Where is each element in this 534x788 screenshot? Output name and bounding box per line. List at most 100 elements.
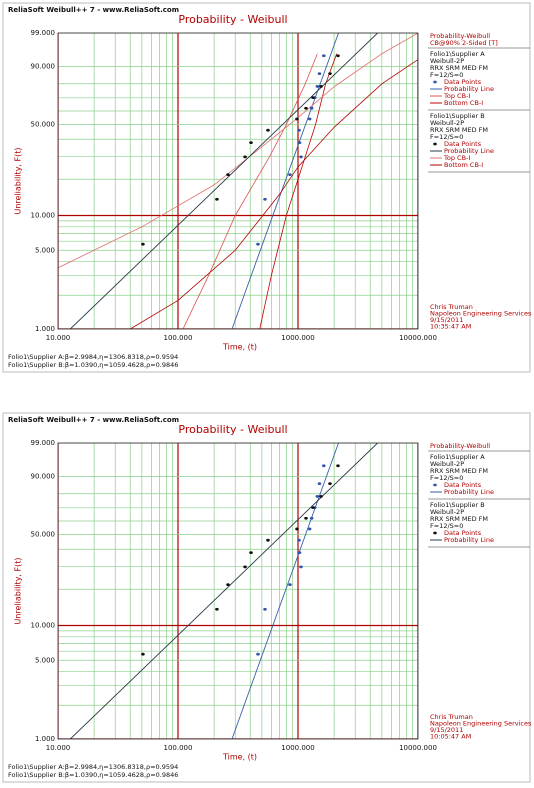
data-point	[336, 464, 340, 468]
y-tick-label: 10.000	[31, 211, 56, 219]
plot-area	[58, 33, 418, 329]
footer: Folio1\Supplier A:β=2.9984,η=1306.8318,ρ…	[8, 763, 178, 771]
legend-text: Top CB-I	[443, 154, 470, 162]
probability-line	[69, 443, 378, 739]
legend-text: Weibull-2P	[430, 119, 464, 127]
y-tick-label: 90.000	[31, 472, 56, 480]
signature: 10:05:47 AM	[430, 733, 471, 741]
legend-text: RRX SRM MED FM	[430, 515, 488, 523]
x-axis-label: Time, (t)	[222, 343, 257, 352]
legend-text: F=12/S=0	[430, 71, 463, 79]
y-tick-label: 99.000	[31, 29, 56, 37]
signature: Chris Truman	[430, 713, 473, 721]
data-point	[141, 652, 145, 656]
header: ReliaSoft Weibull++ 7 - www.ReliaSoft.co…	[8, 6, 179, 14]
data-point	[315, 495, 320, 498]
legend-subtitle: CB@90% 2-Sided [T]	[430, 39, 498, 47]
x-tick-label: 10000.000	[399, 334, 437, 342]
y-tick-label: 50.000	[31, 120, 56, 128]
data-point	[307, 117, 312, 121]
x-tick-label: 1000.000	[281, 334, 314, 342]
plot-frame	[57, 32, 419, 330]
data-point	[311, 506, 315, 509]
data-point	[263, 607, 267, 611]
signature: 9/15/2011	[430, 316, 463, 324]
signature: 10:35:47 AM	[430, 323, 471, 331]
data-point	[328, 482, 332, 486]
y-axis-label: Unreliability, F(t)	[14, 148, 23, 215]
panel-border	[2, 412, 531, 783]
data-point	[266, 128, 270, 132]
data-point	[304, 516, 308, 520]
x-tick-label: 10.000	[46, 744, 71, 752]
legend-text: F=12/S=0	[430, 133, 463, 141]
data-point	[297, 551, 302, 554]
legend-text: Folio1\Supplier B	[430, 501, 485, 509]
legend-title: Probability-Weibull	[430, 32, 490, 40]
data-point	[297, 141, 302, 144]
data-point	[328, 72, 332, 76]
legend-text: Probability Line	[444, 147, 494, 155]
legend-marker	[433, 531, 437, 535]
data-point	[288, 583, 292, 587]
probability-line	[231, 443, 339, 739]
y-axis-label: Unreliability, F(t)	[14, 558, 23, 625]
x-tick-label: 100.000	[164, 744, 193, 752]
plot-frame	[57, 442, 419, 740]
legend-text: Weibull-2P	[430, 460, 464, 468]
legend-marker	[433, 80, 437, 84]
data-point	[288, 173, 292, 177]
legend-text: Data Points	[444, 140, 482, 148]
legend-text: Weibull-2P	[430, 57, 464, 65]
probability-line	[69, 33, 378, 329]
data-point	[295, 527, 299, 531]
data-point	[226, 583, 230, 587]
legend-title: Probability-Weibull	[430, 442, 490, 450]
y-tick-label: 90.000	[31, 62, 56, 70]
legend-text: Weibull-2P	[430, 508, 464, 516]
legend-text: Folio1\Supplier B	[430, 112, 485, 120]
legend-text: F=12/S=0	[430, 522, 463, 530]
x-tick-label: 10.000	[46, 334, 71, 342]
confidence-bound	[182, 53, 318, 329]
legend-text: Probability Line	[444, 536, 494, 544]
legend-text: Bottom CB-I	[444, 161, 483, 169]
chart-title: Probability - Weibull	[178, 423, 287, 436]
legend-text: Data Points	[444, 481, 482, 489]
data-point	[215, 607, 219, 611]
data-point	[319, 85, 323, 88]
y-tick-label: 10.000	[31, 621, 56, 629]
data-point	[321, 464, 326, 468]
data-point	[299, 155, 303, 159]
data-point	[141, 242, 145, 246]
y-tick-label: 50.000	[31, 530, 56, 538]
legend-text: Data Points	[444, 78, 482, 86]
panel-border	[2, 2, 531, 373]
header: ReliaSoft Weibull++ 7 - www.ReliaSoft.co…	[8, 416, 179, 424]
data-point	[249, 551, 253, 554]
data-point	[319, 495, 323, 498]
data-point	[315, 85, 320, 88]
y-tick-label: 1.000	[35, 735, 55, 743]
signature: 9/15/2011	[430, 726, 463, 734]
data-point	[249, 141, 253, 144]
data-point	[336, 54, 340, 58]
legend-text: Folio1\Supplier A	[430, 50, 485, 58]
data-point	[311, 96, 315, 99]
data-point	[299, 565, 303, 569]
data-point	[263, 197, 267, 201]
x-tick-label: 10000.000	[399, 744, 437, 752]
legend-text: Data Points	[444, 529, 482, 537]
signature: Napoleon Engineering Services	[430, 720, 532, 728]
data-point	[243, 155, 247, 159]
probability-line	[231, 33, 339, 329]
data-point	[295, 117, 299, 121]
legend-text: RRX SRM MED FM	[430, 126, 488, 134]
data-point	[256, 242, 260, 246]
legend-text: RRX SRM MED FM	[430, 64, 488, 72]
legend-marker	[433, 142, 437, 146]
legend-marker	[433, 483, 437, 487]
legend-text: RRX SRM MED FM	[430, 467, 488, 475]
